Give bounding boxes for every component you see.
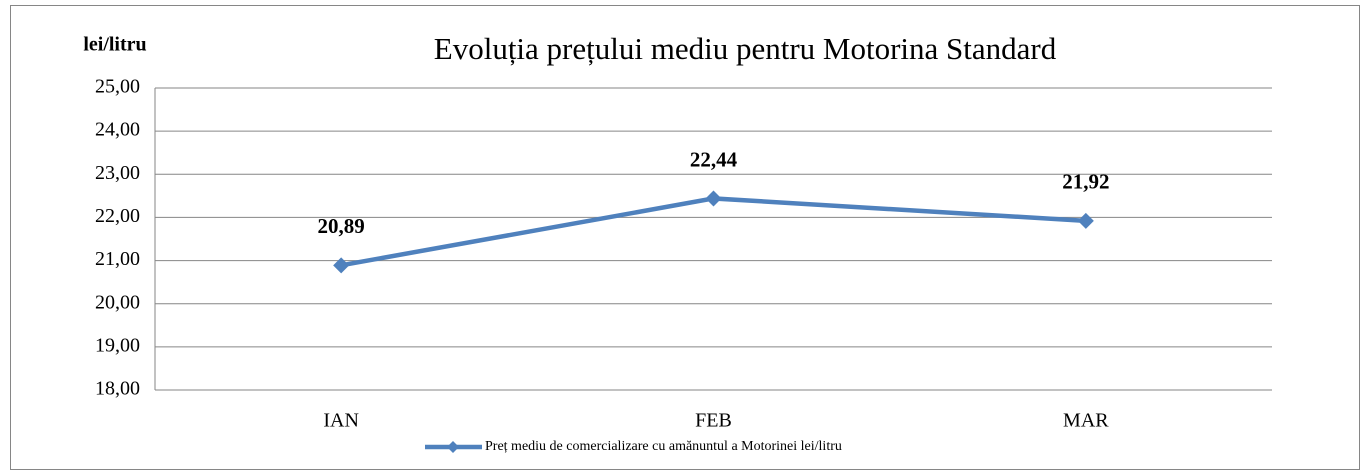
- legend-marker: [447, 441, 459, 453]
- data-label: 21,92: [1062, 170, 1109, 194]
- y-tick-label: 24,00: [95, 119, 140, 141]
- y-tick-label: 25,00: [95, 76, 140, 98]
- legend-label: Preț mediu de comercializare cu amănuntu…: [485, 439, 842, 454]
- data-point: [333, 257, 350, 274]
- data-label: 22,44: [690, 147, 738, 171]
- data-point: [705, 190, 722, 207]
- y-tick-label: 23,00: [95, 162, 140, 184]
- x-tick-label: IAN: [323, 410, 359, 432]
- chart-title: Evoluția prețului mediu pentru Motorina …: [434, 31, 1057, 66]
- y-tick-label: 18,00: [95, 378, 140, 400]
- data-label: 20,89: [318, 214, 365, 238]
- y-tick-label: 19,00: [95, 334, 140, 356]
- y-tick-label: 21,00: [95, 248, 140, 270]
- data-point: [1077, 212, 1094, 229]
- y-tick-label: 20,00: [95, 291, 140, 313]
- chart-border: [10, 5, 1360, 470]
- y-axis-label: lei/litru: [83, 34, 146, 56]
- y-tick-label: 22,00: [95, 205, 140, 227]
- x-tick-label: FEB: [695, 410, 732, 432]
- x-tick-label: MAR: [1063, 410, 1109, 432]
